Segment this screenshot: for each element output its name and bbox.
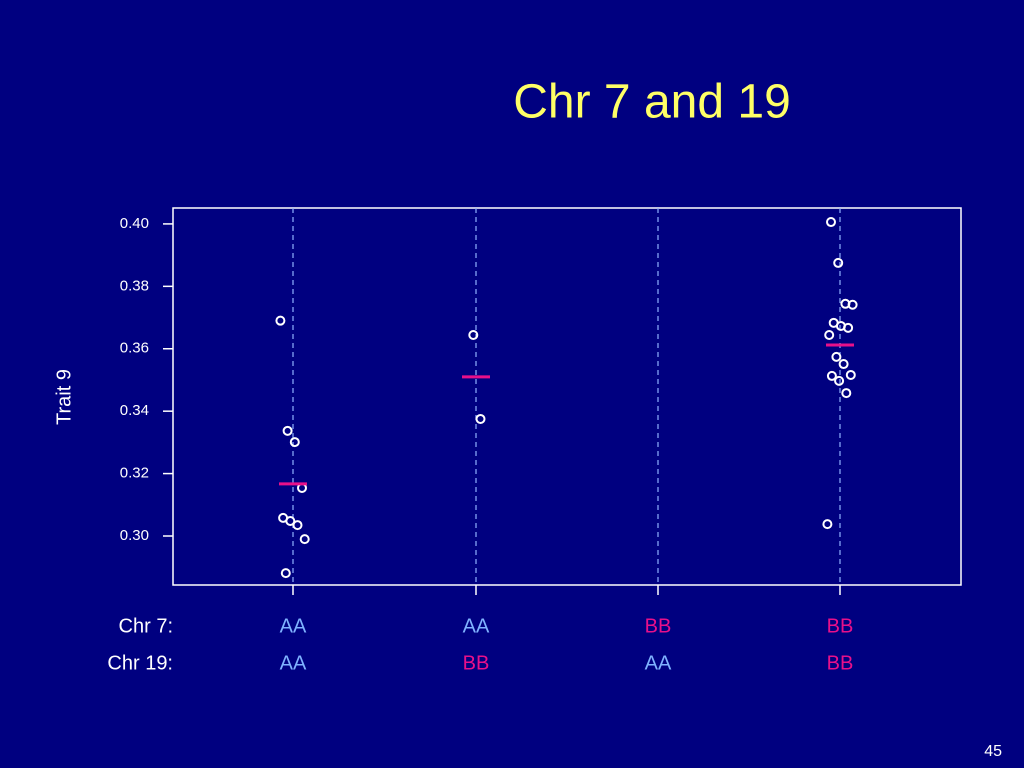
point <box>285 516 296 527</box>
point <box>838 359 849 370</box>
row-label: Chr 7: <box>119 615 173 637</box>
y-tick-label: 0.30 <box>120 527 149 544</box>
genotype-label: AA <box>463 615 490 637</box>
y-axis-label: Trait 9 <box>53 369 75 425</box>
point <box>841 388 852 399</box>
y-tick-label: 0.34 <box>120 402 149 419</box>
genotype-label: BB <box>827 652 854 674</box>
genotype-label: AA <box>645 652 672 674</box>
genotype-label: BB <box>645 615 672 637</box>
y-tick-label: 0.38 <box>120 277 149 294</box>
point <box>843 322 854 333</box>
point <box>275 315 286 326</box>
genotype-label: BB <box>463 652 490 674</box>
plot-frame <box>172 207 962 586</box>
point <box>299 534 310 545</box>
point <box>289 437 300 448</box>
row-label: Chr 19: <box>107 652 173 674</box>
point <box>475 413 486 424</box>
point <box>826 370 837 381</box>
point <box>468 330 479 341</box>
point <box>845 369 856 380</box>
point <box>834 375 845 386</box>
point <box>833 257 844 268</box>
point <box>831 351 842 362</box>
point <box>280 568 291 579</box>
title: Chr 7 and 19 <box>513 76 791 129</box>
y-tick-label: 0.32 <box>120 465 149 482</box>
point <box>282 425 293 436</box>
genotype-label: AA <box>280 615 307 637</box>
y-tick-label: 0.40 <box>120 215 149 232</box>
genotype-label: AA <box>280 652 307 674</box>
point <box>826 217 836 228</box>
point <box>822 519 833 530</box>
slide-number: 45 <box>984 743 1002 760</box>
y-tick-label: 0.36 <box>120 340 149 357</box>
point <box>292 520 303 531</box>
point <box>847 299 858 310</box>
point <box>824 330 835 341</box>
genotype-label: BB <box>827 615 854 637</box>
